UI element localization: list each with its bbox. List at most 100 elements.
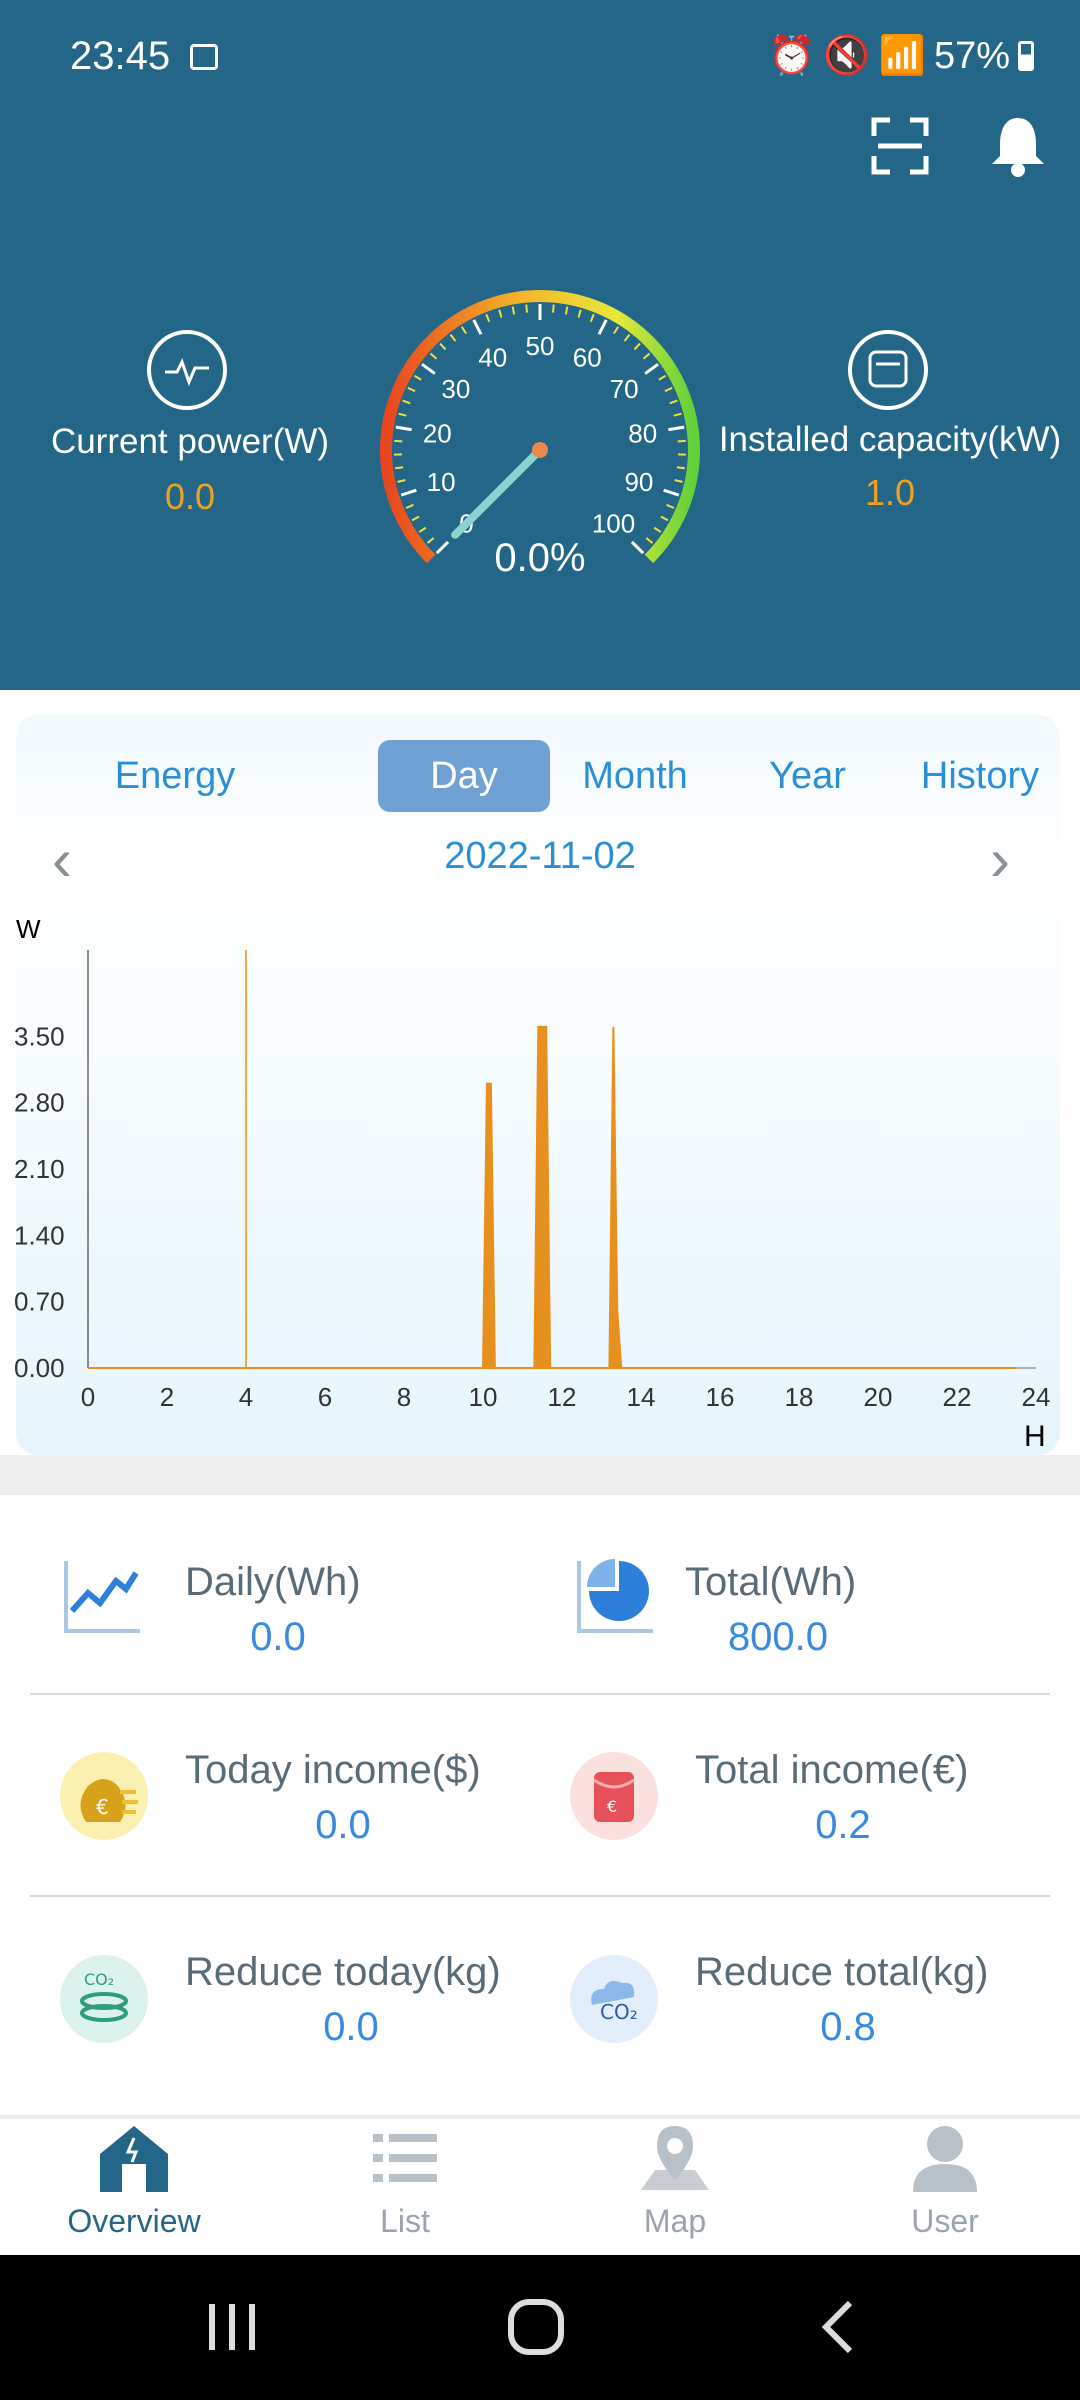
- installed-capacity-value: 1.0: [864, 472, 916, 513]
- gauge-tick-label: 100: [592, 509, 635, 539]
- battery-percent: 57%: [933, 34, 1010, 77]
- y-tick-label: 1.40: [14, 1220, 65, 1250]
- y-tick-label: 0.00: [14, 1353, 65, 1383]
- gauge-tick-label: 90: [624, 467, 653, 497]
- x-tick-label: 8: [397, 1382, 411, 1412]
- gauge-tick: [669, 399, 678, 405]
- gauge-tick: [395, 425, 412, 432]
- gauge-tick: [418, 526, 427, 533]
- gauge-tick: [413, 374, 422, 381]
- tab-energy[interactable]: Energy: [114, 755, 236, 797]
- gauge-tick: [397, 479, 406, 483]
- home-button-icon[interactable]: [506, 2297, 566, 2357]
- gauge-tick: [398, 412, 407, 417]
- section-separator: [0, 1455, 1080, 1495]
- y-tick-label: 2.80: [14, 1088, 65, 1118]
- tab-year[interactable]: Year: [769, 755, 846, 797]
- gauge-hub: [532, 442, 548, 458]
- bell-icon[interactable]: [988, 112, 1048, 178]
- svg-text:CO₂: CO₂: [84, 1970, 114, 1989]
- gauge-ticks: [394, 304, 686, 555]
- pulse-icon: [147, 330, 227, 410]
- gauge-tick: [460, 326, 467, 335]
- x-tick-label: 16: [706, 1382, 735, 1412]
- co2-coins-icon: CO₂: [60, 1955, 148, 2043]
- gauge-tick: [663, 488, 680, 497]
- mute-icon: 🔇: [823, 35, 871, 77]
- nav-user-label: User: [911, 2203, 979, 2239]
- divider: [30, 1693, 1050, 1695]
- next-date-button[interactable]: ›: [990, 826, 1010, 893]
- total-value: 800.0: [727, 1615, 829, 1659]
- gauge-tick: [666, 503, 675, 509]
- x-tick-label: 20: [864, 1382, 893, 1412]
- today-income-label: Today income($): [185, 1748, 481, 1792]
- y-tick-label: 2.10: [14, 1154, 65, 1184]
- gauge-tick: [421, 362, 436, 375]
- power-series-area: [88, 1025, 1017, 1369]
- gauge-arc: [380, 290, 700, 564]
- gauge-tick: [677, 439, 686, 443]
- status-bar-right: ⏰ 🔇 📶 57%: [768, 34, 1034, 78]
- back-icon[interactable]: [818, 2299, 858, 2355]
- nav-overview[interactable]: Overview: [34, 2120, 234, 2240]
- gauge-tick: [498, 309, 503, 318]
- x-tick-label: 4: [239, 1382, 253, 1412]
- total-income-value: 0.2: [815, 1803, 871, 1847]
- svg-text:€: €: [96, 1795, 109, 1819]
- svg-text:CO₂: CO₂: [600, 2000, 638, 2024]
- gauge-tick: [623, 334, 631, 342]
- home-icon: [100, 2126, 168, 2192]
- daily-value: 0.0: [250, 1615, 306, 1659]
- x-axis-unit: H: [1024, 1420, 1046, 1453]
- x-tick-label: 24: [1022, 1382, 1051, 1412]
- header: 23:45 ⏰ 🔇 📶 57% Current power(W) 0.0 Ins…: [0, 0, 1080, 690]
- gauge-tick: [472, 319, 483, 335]
- tab-month[interactable]: Month: [582, 755, 688, 797]
- gauge-tick: [630, 540, 645, 555]
- gauge-tick: [645, 537, 654, 544]
- x-tick-label: 6: [318, 1382, 332, 1412]
- gauge-tick: [402, 399, 411, 405]
- x-tick-label: 10: [469, 1382, 498, 1412]
- co2-cloud-icon: CO₂: [570, 1955, 658, 2043]
- gauge-tick: [653, 526, 662, 533]
- wifi-icon: 📶: [878, 35, 926, 77]
- gauge-tick: [400, 488, 417, 497]
- daily-label: Daily(Wh): [185, 1560, 361, 1604]
- installed-capacity-label: Installed capacity(kW): [718, 420, 1062, 459]
- gauge-tick: [395, 466, 404, 470]
- total-income-label: Total income(€): [695, 1748, 969, 1792]
- nav-map[interactable]: Map: [575, 2120, 775, 2240]
- x-tick-label: 22: [943, 1382, 972, 1412]
- gauge-tick-label: 40: [478, 342, 507, 372]
- gauge-tick: [642, 352, 651, 360]
- gauge-tick: [429, 352, 438, 360]
- gauge-tick: [660, 515, 669, 522]
- x-tick-label: 2: [160, 1382, 174, 1412]
- gauge-tick: [394, 439, 403, 443]
- y-tick-label: 3.50: [14, 1021, 65, 1051]
- gauge-tick: [407, 386, 416, 393]
- scan-icon[interactable]: [870, 116, 930, 176]
- tab-history[interactable]: History: [920, 755, 1040, 797]
- line-chart-icon: [64, 1561, 140, 1633]
- nav-list[interactable]: List: [305, 2120, 505, 2240]
- tab-day[interactable]: Day: [378, 740, 550, 812]
- gauge-tick: [435, 540, 450, 555]
- gauge-tick-label: 10: [427, 467, 456, 497]
- x-tick-label: 0: [81, 1382, 95, 1412]
- gauge-tick: [674, 479, 683, 483]
- gauge-tick: [644, 362, 659, 375]
- gauge-tick: [564, 306, 569, 315]
- gauge-tick: [633, 342, 641, 351]
- recent-apps-icon[interactable]: [205, 2300, 261, 2354]
- prev-date-button[interactable]: ‹: [52, 826, 72, 893]
- red-envelope-icon: €: [570, 1752, 658, 1840]
- selected-date[interactable]: 2022-11-02: [444, 835, 636, 877]
- y-axis-unit: W: [16, 914, 41, 944]
- nav-user[interactable]: User: [845, 2120, 1045, 2240]
- nav-map-label: Map: [643, 2203, 707, 2239]
- current-power-label: Current power(W): [50, 422, 330, 461]
